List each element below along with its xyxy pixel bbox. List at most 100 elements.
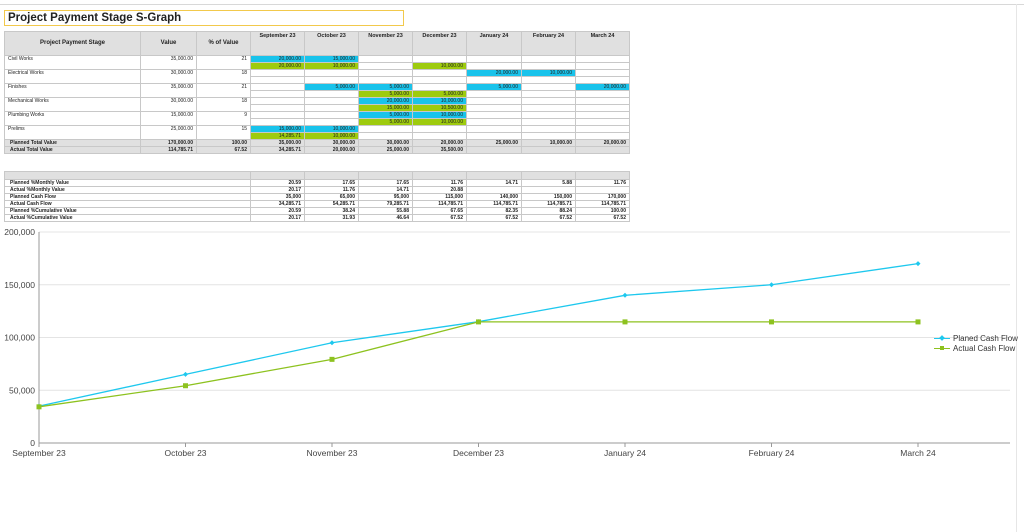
total-month: 25,000.00 (466, 139, 522, 147)
summary-label: Planned Cash Flow (4, 193, 251, 201)
summary-value (521, 186, 576, 194)
data-point (769, 282, 774, 288)
planned-cell: 15,000.00 (304, 55, 359, 63)
actual-cell: 10,500.00 (412, 104, 467, 112)
summary-value: 17.65 (304, 179, 359, 187)
summary-value: 82.35 (466, 207, 522, 215)
blank-cell (575, 171, 630, 180)
planned-cell (521, 83, 576, 91)
total-month: 20,000.00 (412, 139, 467, 147)
stage-percent: 21 (196, 83, 251, 98)
x-tick-label: March 24 (900, 448, 936, 458)
y-tick-label: 150,000 (4, 280, 35, 290)
stage-percent: 18 (196, 69, 251, 84)
stage-value: 15,000.00 (140, 111, 197, 126)
actual-cell (412, 76, 467, 84)
actual-cell: 10,000.00 (304, 132, 359, 140)
total-month: 30,000.00 (304, 139, 359, 147)
actual-cell: 10,000.00 (304, 62, 359, 70)
summary-value: 20.59 (250, 179, 305, 187)
actual-cell (575, 118, 630, 126)
table-row: 15,000.00 10,500.00 (5, 104, 630, 112)
actual-cell (250, 104, 305, 112)
blank-cell (250, 171, 305, 180)
data-point (769, 319, 774, 325)
planned-cell (575, 69, 630, 77)
legend-line-icon (934, 345, 950, 350)
planned-cell (250, 69, 305, 77)
x-tick-label: October 23 (164, 448, 206, 458)
blank-cell (521, 171, 576, 180)
actual-cell (521, 62, 576, 70)
table-row: Mechanical Works 30,000.00 18 20,000.00 10,0… (4, 97, 630, 112)
data-point (329, 340, 335, 346)
blank-cell (412, 171, 467, 180)
summary-value: 35,000 (250, 193, 305, 201)
summary-value: 11.76 (412, 179, 467, 187)
summary-value: 65,000 (304, 193, 359, 201)
actual-cell (466, 90, 522, 98)
month-header: October 23 (304, 31, 359, 56)
actual-cell (304, 104, 359, 112)
stage-name: Prelims (4, 125, 141, 140)
stage-name: Mechanical Works (4, 97, 141, 112)
planned-cell (304, 69, 359, 77)
summary-value: 11.76 (304, 186, 359, 194)
planned-cell (521, 125, 576, 133)
actual-cell (304, 76, 359, 84)
summary-value: 20.59 (250, 207, 305, 215)
data-point (476, 319, 481, 325)
total-month: 25,000.00 (358, 146, 413, 154)
stage-value: 25,000.00 (140, 125, 197, 140)
y-tick-label: 100,000 (4, 333, 35, 343)
summary-value: 79,285.71 (358, 200, 413, 208)
actual-cell (521, 104, 576, 112)
summary-value: 11.76 (575, 179, 630, 187)
actual-cell (575, 132, 630, 140)
data-point (183, 371, 188, 377)
s-graph-chart: 0 50,000 100,000 150,000 200,000 September 23… (4, 227, 1010, 458)
legend-item: Actual Cash Flow (934, 343, 1018, 353)
planned-cell: 15,000.00 (250, 125, 305, 133)
summary-row: Planned Cash Flow 35,000 65,000 95,000 115,0… (4, 193, 630, 201)
table-row: Civil Works 35,000.00 21 20,000.00 15,000.00 (4, 55, 630, 70)
planned-cell (466, 97, 522, 105)
actual-cell (521, 90, 576, 98)
blank-cell (304, 171, 359, 180)
stage-percent: 21 (196, 55, 251, 70)
summary-value: 140,000 (466, 193, 522, 201)
actual-cell (575, 104, 630, 112)
planned-cell (521, 97, 576, 105)
month-header: September 23 (250, 31, 305, 56)
actual-cell (358, 62, 413, 70)
planned-cell (250, 111, 305, 119)
summary-value: 55.88 (358, 207, 413, 215)
legend-marker-icon (940, 345, 944, 350)
legend-item: Planed Cash Flow (934, 333, 1018, 343)
scrollbar-track[interactable] (1016, 4, 1017, 532)
stage-value: 35,000.00 (140, 83, 197, 98)
table-row: 20,000.00 10,000.00 10,000.00 (5, 62, 630, 70)
x-tick-label: January 24 (604, 448, 646, 458)
actual-cell: 10,000.00 (412, 62, 467, 70)
summary-value: 38.24 (304, 207, 359, 215)
summary-value: 14.71 (358, 186, 413, 194)
blank-cell (4, 171, 251, 180)
actual-cell (466, 118, 522, 126)
actual-cell: 5,000.00 (358, 90, 413, 98)
planned-cell (575, 111, 630, 119)
planned-cell: 20,000.00 (575, 83, 630, 91)
planned-cell (412, 55, 467, 63)
actual-cell: 14,285.71 (250, 132, 305, 140)
planned-cell: 10,000.00 (412, 97, 467, 105)
planned-cell (358, 69, 413, 77)
legend-label: Planed Cash Flow (953, 333, 1018, 343)
payment-stage-table: Project Payment Stage Value % of Value S… (4, 31, 630, 154)
actual-cell: 15,000.00 (358, 104, 413, 112)
header-stage: Project Payment Stage (4, 31, 141, 56)
actual-cell (358, 132, 413, 140)
planned-cell: 20,000.00 (466, 69, 522, 77)
legend-label: Actual Cash Flow (953, 343, 1016, 353)
header-value: Value (140, 31, 197, 56)
y-tick-label: 50,000 (9, 385, 35, 395)
